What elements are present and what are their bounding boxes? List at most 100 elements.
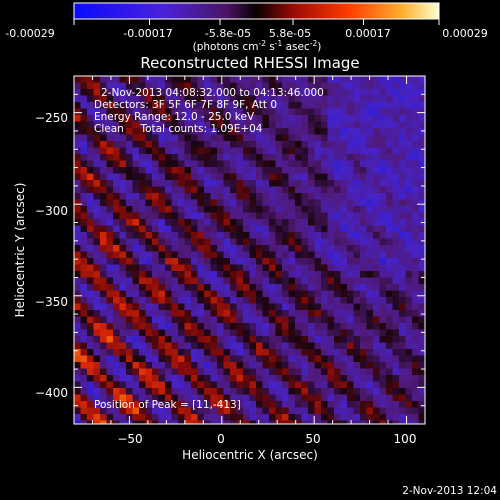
heatmap-cell — [197, 258, 205, 265]
heatmap-cell — [165, 349, 172, 356]
heatmap-cell — [158, 147, 166, 155]
heatmap-cell — [295, 219, 302, 226]
heatmap-cell — [204, 82, 211, 90]
heatmap-cell — [321, 134, 328, 142]
heatmap-cell — [308, 160, 315, 168]
heatmap-cell — [269, 245, 276, 252]
heatmap-cell — [236, 329, 244, 337]
heatmap-cell — [132, 154, 140, 161]
heatmap-cell — [93, 388, 101, 395]
heatmap-cell — [340, 108, 348, 116]
heatmap-cell — [119, 388, 127, 395]
heatmap-cell — [405, 108, 413, 116]
heatmap-cell — [145, 245, 153, 252]
heatmap-cell — [100, 323, 107, 330]
heatmap-cell — [171, 303, 179, 311]
heatmap-cell — [340, 258, 348, 265]
heatmap-cell — [139, 245, 146, 252]
heatmap-cell — [204, 349, 211, 356]
heatmap-cell — [236, 232, 244, 239]
heatmap-cell — [74, 375, 81, 382]
heatmap-cell — [405, 186, 413, 194]
heatmap-cell — [366, 102, 374, 109]
heatmap-cell — [100, 102, 107, 109]
heatmap-cell — [236, 264, 244, 272]
heatmap-cell — [405, 219, 413, 226]
heatmap-cell — [197, 82, 205, 90]
heatmap-cell — [256, 401, 263, 408]
heatmap-cell — [236, 186, 244, 194]
heatmap-cell — [249, 199, 257, 207]
heatmap-cell — [93, 303, 101, 311]
heatmap-cell — [366, 108, 374, 116]
heatmap-cell — [80, 310, 88, 317]
heatmap-cell — [210, 180, 218, 187]
heatmap-cell — [158, 388, 166, 395]
heatmap-cell — [347, 102, 354, 109]
heatmap-cell — [197, 310, 205, 317]
heatmap-cell — [262, 186, 270, 194]
heatmap-cell — [119, 212, 127, 220]
heatmap-cell — [269, 225, 276, 233]
heatmap-cell — [301, 303, 309, 311]
heatmap-cell — [217, 95, 224, 103]
heatmap-cell — [334, 414, 341, 421]
heatmap-cell — [360, 316, 367, 324]
heatmap-cell — [249, 154, 257, 161]
heatmap-cell — [217, 108, 224, 116]
heatmap-cell — [119, 271, 127, 278]
heatmap-cell — [74, 342, 81, 350]
heatmap-cell — [87, 407, 94, 415]
heatmap-cell — [412, 381, 419, 389]
heatmap-cell — [282, 89, 289, 96]
heatmap-cell — [262, 375, 270, 382]
heatmap-cell — [295, 82, 302, 90]
heatmap-cell — [74, 290, 81, 298]
heatmap-cell — [139, 362, 146, 369]
heatmap-cell — [87, 206, 94, 213]
heatmap-cell — [269, 316, 276, 324]
heatmap-cell — [353, 128, 361, 135]
heatmap-cell — [197, 271, 205, 278]
heatmap-cell — [184, 160, 192, 168]
heatmap-cell — [145, 206, 153, 213]
heatmap-cell — [256, 167, 263, 174]
heatmap-cell — [360, 284, 367, 291]
heatmap-cell — [126, 251, 133, 259]
heatmap-cell — [230, 186, 237, 194]
heatmap-cell — [223, 115, 231, 122]
heatmap-cell — [119, 186, 127, 194]
heatmap-cell — [184, 297, 192, 304]
heatmap-cell — [314, 212, 322, 220]
heatmap-cell — [249, 212, 257, 220]
heatmap-cell — [288, 407, 296, 415]
heatmap-cell — [178, 154, 185, 161]
heatmap-cell — [321, 290, 328, 298]
heatmap-cell — [87, 342, 94, 350]
heatmap-cell — [152, 349, 159, 356]
heatmap-cell — [282, 407, 289, 415]
heatmap-cell — [236, 115, 244, 122]
heatmap-cell — [171, 141, 179, 148]
heatmap-cell — [392, 388, 400, 395]
heatmap-cell — [295, 394, 302, 402]
heatmap-cell — [217, 375, 224, 382]
heatmap-cell — [113, 154, 120, 161]
heatmap-cell — [282, 108, 289, 116]
heatmap-cell — [314, 219, 322, 226]
heatmap-cell — [353, 258, 361, 265]
heatmap-cell — [353, 95, 361, 103]
heatmap-cell — [204, 193, 211, 200]
heatmap-cell — [392, 245, 400, 252]
heatmap-cell — [113, 310, 120, 317]
heatmap-cell — [230, 271, 237, 278]
heatmap-cell — [314, 264, 322, 272]
heatmap-cell — [184, 134, 192, 142]
heatmap-cell — [262, 316, 270, 324]
heatmap-cell — [178, 173, 185, 181]
heatmap-cell — [301, 212, 309, 220]
heatmap-cell — [152, 375, 159, 382]
heatmap-cell — [139, 128, 146, 135]
heatmap-cell — [113, 115, 120, 122]
heatmap-cell — [243, 199, 250, 207]
